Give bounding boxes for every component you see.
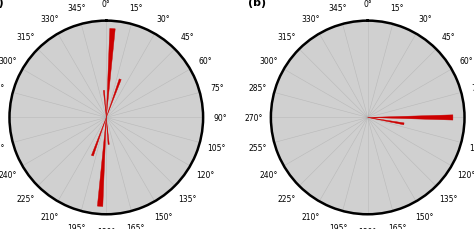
- Text: 150°: 150°: [416, 212, 434, 221]
- Text: 165°: 165°: [127, 223, 145, 229]
- Text: 30°: 30°: [418, 15, 432, 24]
- Text: 45°: 45°: [442, 33, 456, 42]
- Text: 300°: 300°: [0, 57, 17, 65]
- Text: 165°: 165°: [388, 223, 407, 229]
- Text: 300°: 300°: [259, 57, 278, 65]
- Text: 315°: 315°: [16, 33, 35, 42]
- Text: 75°: 75°: [210, 84, 223, 93]
- Text: 30°: 30°: [156, 15, 170, 24]
- Text: (b): (b): [247, 0, 266, 8]
- Bar: [106, 79, 121, 118]
- Text: 315°: 315°: [278, 33, 296, 42]
- Text: 120°: 120°: [196, 170, 214, 179]
- Bar: [103, 91, 106, 118]
- Text: 90°: 90°: [214, 113, 228, 123]
- Text: 105°: 105°: [469, 143, 474, 152]
- Text: 60°: 60°: [199, 57, 212, 65]
- Text: 330°: 330°: [40, 15, 58, 24]
- Text: 135°: 135°: [439, 194, 458, 203]
- Text: 225°: 225°: [17, 194, 35, 203]
- Text: 255°: 255°: [0, 143, 5, 152]
- Bar: [368, 118, 404, 125]
- Text: 180°: 180°: [358, 227, 377, 229]
- Text: 255°: 255°: [248, 143, 266, 152]
- Text: 180°: 180°: [97, 227, 116, 229]
- Text: 150°: 150°: [154, 212, 173, 221]
- Bar: [97, 118, 106, 207]
- Text: 15°: 15°: [129, 4, 143, 13]
- Text: 75°: 75°: [471, 84, 474, 93]
- Text: 270°: 270°: [0, 113, 1, 123]
- Text: 225°: 225°: [278, 194, 296, 203]
- Bar: [91, 118, 106, 156]
- Text: 210°: 210°: [301, 212, 319, 221]
- Text: 0°: 0°: [364, 0, 372, 9]
- Text: 285°: 285°: [248, 84, 266, 93]
- Text: 345°: 345°: [329, 4, 347, 13]
- Text: 210°: 210°: [40, 212, 58, 221]
- Text: 135°: 135°: [178, 194, 196, 203]
- Text: 15°: 15°: [391, 4, 404, 13]
- Text: 195°: 195°: [329, 223, 347, 229]
- Text: 240°: 240°: [260, 170, 278, 179]
- Bar: [106, 29, 115, 118]
- Text: 60°: 60°: [460, 57, 474, 65]
- Bar: [106, 118, 109, 145]
- Text: 270°: 270°: [244, 113, 263, 123]
- Text: 195°: 195°: [67, 223, 86, 229]
- Text: 45°: 45°: [180, 33, 194, 42]
- Bar: [368, 115, 453, 120]
- Text: 120°: 120°: [457, 170, 474, 179]
- Text: 240°: 240°: [0, 170, 17, 179]
- Text: 0°: 0°: [102, 0, 110, 9]
- Text: 330°: 330°: [301, 15, 320, 24]
- Text: 105°: 105°: [208, 143, 226, 152]
- Text: 285°: 285°: [0, 84, 5, 93]
- Text: (a): (a): [0, 0, 4, 8]
- Text: 345°: 345°: [67, 4, 86, 13]
